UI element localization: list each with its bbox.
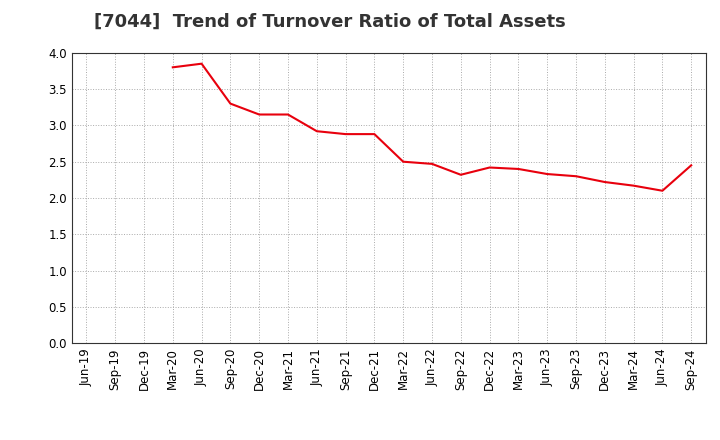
- Text: [7044]  Trend of Turnover Ratio of Total Assets: [7044] Trend of Turnover Ratio of Total …: [94, 13, 565, 31]
